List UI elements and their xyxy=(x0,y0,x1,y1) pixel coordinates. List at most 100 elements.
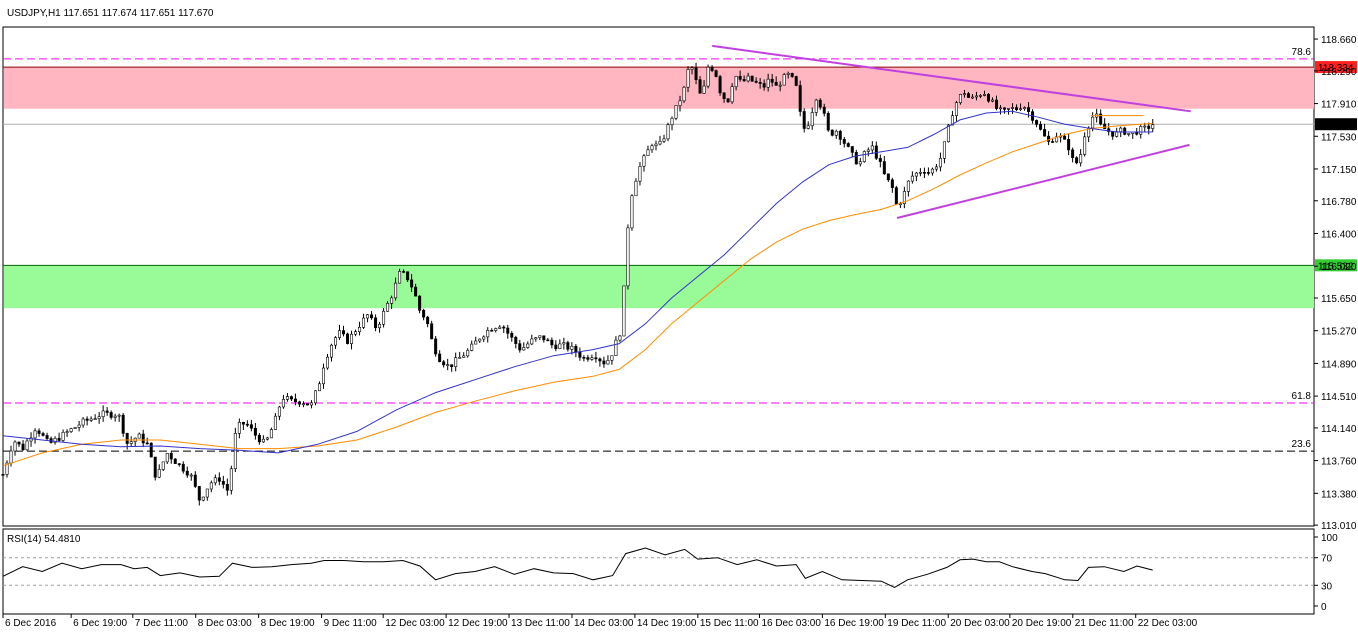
candle-body xyxy=(81,418,85,426)
x-tick-label: 13 Dec 11:00 xyxy=(511,618,570,629)
candle-body xyxy=(498,326,502,329)
candle-body xyxy=(734,76,738,87)
y-tick-label: 116.020 xyxy=(1321,262,1357,273)
candle-body xyxy=(1063,135,1067,140)
candle-body xyxy=(145,442,149,445)
x-tick-label: 12 Dec 19:00 xyxy=(448,618,508,629)
candle-body xyxy=(281,399,285,408)
candle-body xyxy=(594,357,598,360)
x-tick-label: 8 Dec 03:00 xyxy=(198,618,252,629)
candle-body xyxy=(930,168,934,174)
rsi-panel xyxy=(2,528,1315,615)
x-tick-label: 7 Dec 11:00 xyxy=(135,618,189,629)
candle-body xyxy=(1027,107,1031,112)
candle-body xyxy=(914,172,918,177)
candle-body xyxy=(1003,107,1007,110)
candle-body xyxy=(614,339,618,356)
candle-body xyxy=(478,338,482,342)
candle-body xyxy=(97,416,101,419)
y-tick-label: 116.780 xyxy=(1321,197,1357,208)
candle-body xyxy=(430,323,434,340)
candle-body xyxy=(610,355,614,361)
candle-body xyxy=(169,453,173,460)
trend-layer xyxy=(712,44,1191,219)
candle-body xyxy=(822,106,826,114)
candle-body xyxy=(422,310,426,318)
candle-body xyxy=(638,165,642,182)
candle-body xyxy=(922,172,926,174)
candle-body xyxy=(125,433,129,444)
candle-body xyxy=(386,303,390,312)
candle-body xyxy=(13,441,17,452)
candle-body xyxy=(974,95,978,98)
candle-body xyxy=(85,418,89,421)
candle-body xyxy=(991,99,995,102)
candle-body xyxy=(157,469,161,478)
candle-body xyxy=(678,100,682,106)
y-tick-label: 117.530 xyxy=(1321,132,1357,143)
candle-body xyxy=(217,477,221,482)
candle-body xyxy=(1079,154,1083,164)
candle-body xyxy=(762,83,766,88)
candle-body xyxy=(301,403,305,405)
candle-body xyxy=(1099,113,1103,125)
candle-body xyxy=(121,414,125,434)
candle-body xyxy=(257,434,261,443)
x-tick-label: 9 Dec 11:00 xyxy=(324,618,378,629)
candle-body xyxy=(999,107,1003,110)
candle-body xyxy=(634,180,638,197)
candle-body xyxy=(782,74,786,86)
candle-body xyxy=(682,86,686,102)
rsi-value: 54.4810 xyxy=(44,534,81,545)
candle-body xyxy=(742,79,746,82)
candle-body xyxy=(606,360,610,365)
candle-body xyxy=(289,396,293,400)
candle-body xyxy=(454,357,458,368)
x-tick-label: 14 Dec 03:00 xyxy=(574,618,634,629)
candle-body xyxy=(69,428,73,432)
candle-body xyxy=(530,338,534,345)
candle-body xyxy=(370,314,374,319)
candle-body xyxy=(1127,133,1131,135)
candle-body xyxy=(650,145,654,151)
x-tick-label: 20 Dec 03:00 xyxy=(950,618,1010,629)
candle-body xyxy=(398,271,402,284)
candle-body xyxy=(285,396,289,400)
y-tick-label: 118.660 xyxy=(1321,35,1357,46)
candle-body xyxy=(654,143,658,147)
candle-body xyxy=(65,431,69,433)
candle-body xyxy=(558,343,562,349)
candle-body xyxy=(526,343,530,348)
candle-body xyxy=(866,149,870,152)
candle-body xyxy=(105,410,109,413)
candle-body xyxy=(894,187,898,205)
candle-body xyxy=(502,326,506,329)
candle-body xyxy=(1015,107,1019,110)
candle-body xyxy=(626,227,630,287)
candle-body xyxy=(382,310,386,325)
candle-body xyxy=(842,139,846,144)
x-tick-label: 6 Dec 19:00 xyxy=(73,618,127,629)
zones-layer xyxy=(3,66,1314,309)
rsi-y-tick-label: 0 xyxy=(1321,602,1327,613)
candle-body xyxy=(450,364,454,368)
candle-body xyxy=(117,414,121,417)
y-tick-label: 115.650 xyxy=(1321,294,1357,305)
candle-body xyxy=(770,78,774,83)
symbol-label: USDJPY,H1 xyxy=(7,8,61,19)
candle-body xyxy=(249,424,253,429)
candle-body xyxy=(5,462,9,475)
candle-body xyxy=(41,433,45,436)
candle-body xyxy=(746,75,750,82)
y-axis: 118.334 115.532 117.670 118.660 118.290 117.9… xyxy=(1314,35,1357,532)
candle-body xyxy=(113,415,117,418)
candle-body xyxy=(17,441,21,445)
candle-body xyxy=(221,481,225,485)
candle-body xyxy=(995,99,999,109)
candle-body xyxy=(574,345,578,353)
candle-body xyxy=(978,95,982,97)
candle-body xyxy=(1007,108,1011,110)
candle-body xyxy=(1075,157,1079,164)
resistance-zone-price-tag xyxy=(1315,61,1357,74)
candle-body xyxy=(61,432,65,441)
